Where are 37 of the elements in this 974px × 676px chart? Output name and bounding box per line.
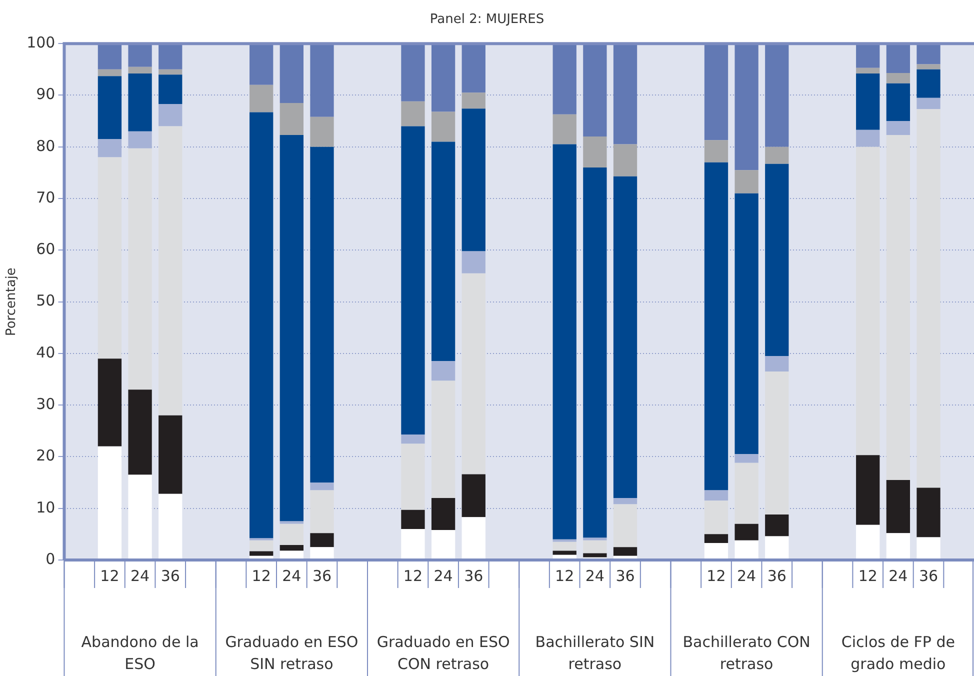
y-tick-label: 20 [36,446,56,465]
y-tick-label: 40 [36,343,56,362]
y-tick-label: 80 [36,136,56,155]
y-tick-label: 60 [36,240,56,258]
x-tick-label: 24 [585,566,604,585]
x-tick-label: 24 [888,566,908,585]
x-tick-label: 12 [252,566,271,585]
x-tick-label: 12 [100,566,120,585]
x-tick-label: 12 [858,566,878,585]
y-tick-label: 0 [46,550,56,568]
y-tick-label: 70 [36,188,56,206]
x-tick-label: 36 [464,566,484,585]
text: Graduado en ESO CON retraso [376,632,510,673]
x-tick-label: 24 [130,566,150,585]
x-tick-label: 36 [767,566,786,585]
text: Bachillerato SIN retraso [535,632,655,673]
y-tick-label: 30 [36,394,56,413]
x-tick-label: 36 [918,566,938,585]
x-tick-label: 12 [403,566,423,585]
x-tick-label: 24 [434,566,453,585]
x-tick-label: 36 [312,566,332,585]
y-tick-label: 50 [36,292,56,310]
text: Abandono de la ESO [81,632,199,673]
y-tick-label: 100 [26,33,56,52]
y-tick-label: 10 [36,498,56,516]
x-tick-label: 12 [706,566,726,585]
chart-title: Panel 2: MUJERES [430,12,544,28]
x-tick-label: 24 [282,566,302,585]
y-axis-title: Porcentaje [4,268,20,336]
x-tick-label: 36 [616,566,635,585]
x-tick-label: 36 [160,566,180,585]
text: Graduado en ESO SIN retraso [225,632,358,673]
text: Ciclos de FP de grado medio [841,632,955,673]
x-tick-label: 12 [555,566,574,585]
text: Bachillerato CON retraso [682,632,810,673]
x-tick-label: 24 [737,566,756,585]
y-tick-label: 90 [36,85,56,104]
